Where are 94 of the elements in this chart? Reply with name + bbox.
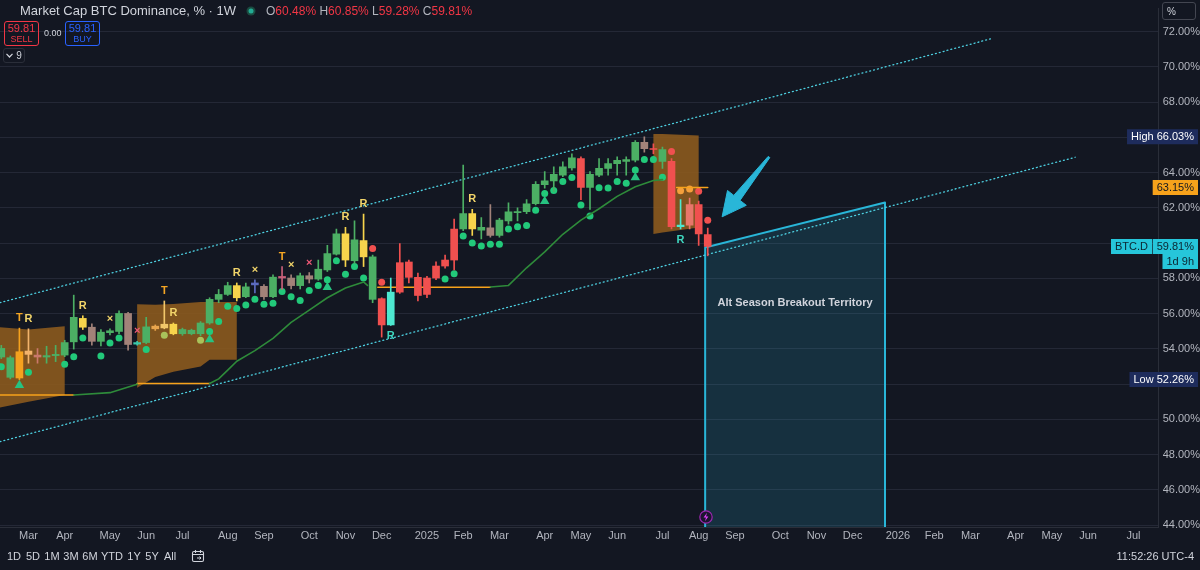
- x-tick-label: Feb: [924, 528, 944, 541]
- text: YTD: [101, 550, 123, 562]
- annotation: High 66.03%: [1131, 130, 1195, 143]
- text: All: [163, 550, 177, 562]
- text: 6M: [82, 550, 98, 562]
- y-tick-label: 70.00%: [1162, 59, 1200, 72]
- chart-subtitle: O60.48% H60.85% L59.28% C59.81%: [266, 3, 473, 18]
- candlestick: [160, 300, 169, 330]
- annotation: R: [359, 197, 368, 210]
- annotation: 63.15%: [1156, 181, 1195, 194]
- x-tick-label: May: [570, 528, 592, 541]
- annotation: BUY: [73, 33, 92, 45]
- toggle-button: 9: [3, 48, 25, 63]
- annotation: R: [78, 298, 87, 311]
- candlestick: [477, 217, 486, 240]
- y-tick-label: 44.00%: [1162, 518, 1200, 531]
- x-tick-label: Apr: [536, 528, 554, 541]
- candlestick: [459, 164, 468, 231]
- annotation: 59.81: [7, 21, 36, 34]
- sell-button: 59.81 SELL: [4, 21, 39, 46]
- text: 1D: [6, 550, 22, 562]
- x-tick-label: Aug: [217, 528, 238, 541]
- x-tick-label: 2025: [414, 528, 440, 541]
- x-tick-label: Dec: [371, 528, 392, 541]
- x-tick-label: 2026: [885, 528, 911, 541]
- x-tick-label: Jun: [608, 528, 627, 541]
- x-tick-label: Mar: [489, 528, 510, 541]
- annotation: R: [341, 210, 350, 223]
- annotation: 59.81%: [1156, 240, 1195, 252]
- x-tick-label: Dec: [842, 528, 863, 541]
- x-tick-label: Nov: [806, 528, 827, 541]
- x-tick-label: Oct: [771, 528, 789, 541]
- text: 1d 9h: [1166, 255, 1194, 267]
- annotation: SELL: [10, 33, 33, 45]
- annotation: BTC.D: [1115, 240, 1149, 252]
- y-tick-label: 56.00%: [1162, 306, 1200, 319]
- x-tick-label: Jul: [1126, 528, 1141, 541]
- annotation: Low 52.26%: [1133, 373, 1195, 386]
- annotation: ×: [106, 311, 114, 324]
- y-tick-label: 48.00%: [1162, 447, 1200, 460]
- annotation: 0.00: [44, 28, 62, 38]
- point: [630, 172, 641, 181]
- annotation: ×: [306, 255, 313, 268]
- annotation: T: [278, 249, 286, 262]
- annotation: 9: [16, 50, 22, 61]
- chart-title: Market Cap BTC Dominance, % · 1W: [20, 3, 237, 18]
- y-tick-label: 54.00%: [1162, 341, 1200, 354]
- x-tick-label: Jun: [137, 528, 156, 541]
- x-tick-label: Mar: [18, 528, 39, 541]
- annotation: ×: [287, 257, 295, 270]
- point: [539, 195, 550, 204]
- annotation: R: [676, 233, 685, 246]
- text: 1M: [44, 550, 60, 562]
- x-tick-label: Apr: [56, 528, 74, 541]
- annotation: ×: [251, 262, 259, 275]
- annotation: R: [232, 266, 241, 278]
- x-tick-label: Sep: [725, 528, 745, 541]
- candlestick: [540, 171, 549, 189]
- text: 1Y: [127, 550, 141, 562]
- annotation: R: [468, 192, 477, 205]
- y-tick-label: 58.00%: [1162, 271, 1200, 284]
- text: 5D: [25, 550, 41, 562]
- x-tick-label: Apr: [1007, 528, 1025, 541]
- y-tick-label: 72.00%: [1162, 24, 1200, 37]
- annotation: R: [169, 306, 178, 319]
- y-tick-label: 68.00%: [1162, 95, 1200, 108]
- x-tick-label: Aug: [688, 528, 709, 541]
- text: 11:52:26 UTC-4: [1116, 550, 1194, 562]
- x-tick-label: Jul: [655, 528, 670, 541]
- y-tick-label: 50.00%: [1162, 412, 1200, 425]
- text: 5Y: [145, 550, 159, 562]
- buy-button: 59.81 BUY: [65, 21, 100, 46]
- annotation: R: [386, 329, 395, 342]
- y-tick-label: 46.00%: [1162, 483, 1200, 495]
- y-tick-label: 62.00%: [1162, 200, 1200, 213]
- x-tick-label: Oct: [300, 528, 318, 541]
- point: [14, 379, 25, 388]
- series-label: Alt Season Breakout Territory: [717, 295, 874, 308]
- annotation: ×: [133, 324, 141, 337]
- y-tick-label: 64.00%: [1162, 165, 1200, 178]
- x-tick-label: Feb: [453, 528, 473, 541]
- annotation: T: [16, 311, 24, 324]
- text: 3M: [63, 550, 79, 562]
- annotation: T: [160, 283, 168, 296]
- x-tick-label: Nov: [335, 528, 356, 541]
- x-tick-label: Jun: [1079, 528, 1098, 541]
- annotation: R: [24, 311, 33, 324]
- annotation: 59.81: [68, 21, 97, 34]
- x-tick-label: May: [1041, 528, 1063, 541]
- x-tick-label: Mar: [960, 528, 981, 541]
- x-tick-label: Sep: [254, 528, 274, 541]
- x-tick-label: May: [99, 528, 121, 541]
- percent-button: %: [1162, 2, 1196, 20]
- x-tick-label: Jul: [175, 528, 190, 541]
